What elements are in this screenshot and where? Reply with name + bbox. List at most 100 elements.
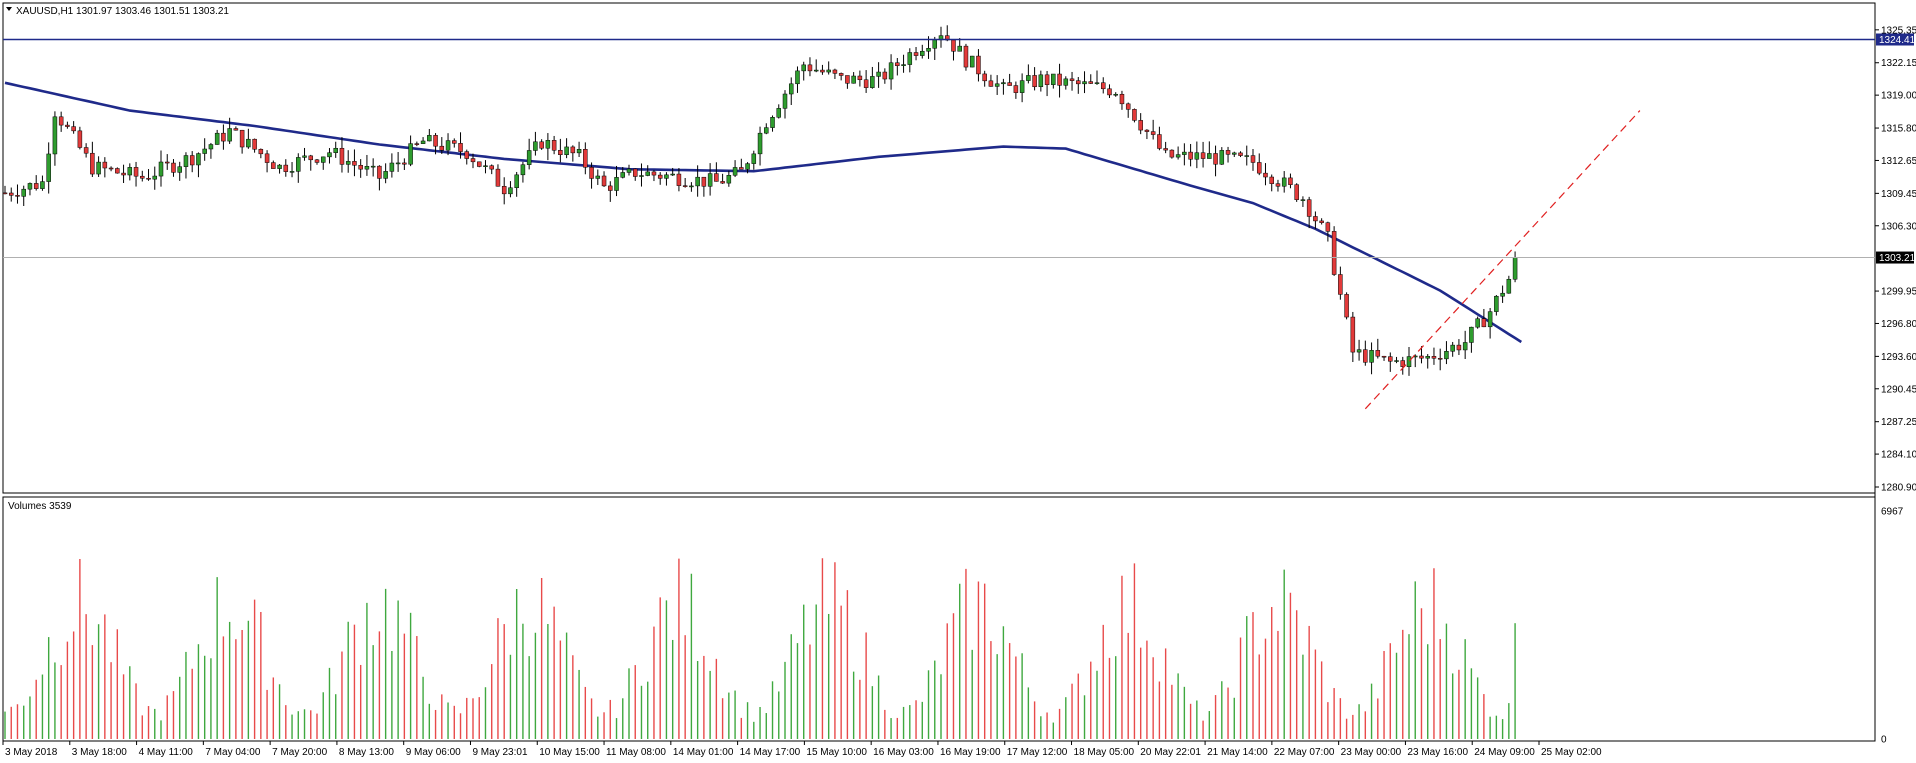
candle xyxy=(1225,146,1231,163)
candle xyxy=(1406,347,1412,376)
candle xyxy=(1238,151,1243,158)
candle xyxy=(1462,330,1468,360)
candle xyxy=(395,152,401,172)
candle xyxy=(246,128,251,149)
candle xyxy=(140,170,145,182)
price-tick-label: 1293.60 xyxy=(1881,352,1916,363)
candle xyxy=(1100,77,1106,94)
candle xyxy=(1144,129,1150,140)
candle xyxy=(464,149,470,165)
time-tick-label: 23 May 16:00 xyxy=(1407,747,1468,758)
candle xyxy=(121,164,126,183)
candle xyxy=(452,138,457,148)
candle xyxy=(1038,70,1044,92)
candle xyxy=(227,117,232,144)
price-axis-labels: 1325.35 1322.15 1319.00 1315.80 1312.65 1309.… xyxy=(1875,25,1916,494)
volume-bars-layer xyxy=(4,558,1516,739)
candle xyxy=(1269,174,1274,192)
price-tick-label: 1322.15 xyxy=(1881,58,1916,69)
candle xyxy=(1263,163,1268,186)
candles-layer xyxy=(2,25,1518,376)
candle xyxy=(495,164,501,187)
candle xyxy=(177,161,182,181)
candle xyxy=(739,158,744,170)
candle xyxy=(1188,143,1193,167)
time-tick-label: 3 May 2018 xyxy=(5,747,58,758)
volume-tick-label: 0 xyxy=(1881,735,1887,746)
candle xyxy=(339,137,345,173)
candle xyxy=(233,126,239,131)
volume-tick-label: 6967 xyxy=(1881,507,1904,518)
candle xyxy=(1125,102,1131,118)
time-tick-label: 7 May 20:00 xyxy=(272,747,327,758)
candle xyxy=(264,150,270,173)
candle xyxy=(776,104,782,119)
candle xyxy=(308,154,314,171)
candle xyxy=(589,162,594,189)
candle xyxy=(214,129,220,145)
candle xyxy=(1331,226,1337,276)
candle xyxy=(1388,352,1393,372)
time-tick-label: 16 May 19:00 xyxy=(940,747,1001,758)
candle xyxy=(314,158,320,165)
candle xyxy=(982,70,987,87)
candle xyxy=(845,75,850,89)
price-panel[interactable] xyxy=(2,2,1876,494)
candle xyxy=(1300,196,1306,207)
candle xyxy=(58,111,64,132)
candle xyxy=(1063,76,1069,90)
candle xyxy=(895,58,900,76)
candle xyxy=(108,166,114,172)
candle xyxy=(1481,308,1487,328)
current-price-tag: 1303.21 xyxy=(1876,251,1916,264)
price-tick-label: 1290.45 xyxy=(1881,384,1916,395)
candle xyxy=(1088,74,1094,85)
candle xyxy=(1250,148,1256,171)
candle xyxy=(389,153,395,178)
candle xyxy=(583,142,588,175)
candle xyxy=(102,157,108,178)
candle xyxy=(127,163,133,181)
moving-average-layer xyxy=(4,81,1523,344)
candle xyxy=(1363,340,1368,366)
candle xyxy=(813,59,819,73)
price-tick-label: 1319.00 xyxy=(1881,91,1916,102)
moving-average-line[interactable] xyxy=(4,81,1523,344)
candle xyxy=(863,70,869,93)
candle xyxy=(90,141,95,177)
candle xyxy=(807,57,813,77)
volume-panel[interactable] xyxy=(2,496,1876,742)
candle xyxy=(1494,295,1499,316)
candle xyxy=(1400,356,1406,375)
time-tick-label: 24 May 09:00 xyxy=(1474,747,1535,758)
candle xyxy=(2,185,8,195)
candle xyxy=(96,156,101,177)
candle xyxy=(1469,326,1474,353)
candle xyxy=(21,185,26,206)
candle xyxy=(651,169,657,182)
trend-line[interactable] xyxy=(1364,110,1641,410)
candle xyxy=(1275,179,1281,192)
symbol-header: XAUUSD,H1 1301.97 1303.46 1301.51 1303.2… xyxy=(16,6,229,17)
volume-axis-labels: 0 6967 xyxy=(1881,507,1904,746)
candle xyxy=(994,75,1000,95)
candle xyxy=(296,153,301,183)
candle xyxy=(657,172,663,185)
candle xyxy=(695,165,700,197)
time-tick-label: 9 May 23:01 xyxy=(472,747,527,758)
candle xyxy=(626,164,632,176)
candle xyxy=(439,137,445,154)
candle xyxy=(520,161,526,183)
candle xyxy=(714,162,719,182)
time-tick-label: 18 May 05:00 xyxy=(1074,747,1135,758)
time-tick-label: 21 May 14:00 xyxy=(1207,747,1268,758)
dropdown-triangle-icon[interactable] xyxy=(6,7,12,11)
candle xyxy=(1175,146,1181,160)
candle xyxy=(1044,70,1050,97)
candle xyxy=(189,151,195,173)
candle xyxy=(1344,292,1349,320)
candle xyxy=(33,175,39,191)
candle xyxy=(701,176,707,197)
candle xyxy=(732,160,738,178)
